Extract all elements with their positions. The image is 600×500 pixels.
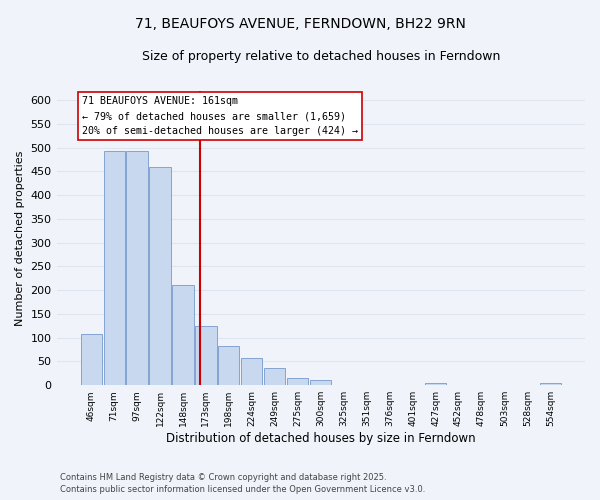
Bar xyxy=(287,378,308,385)
Bar xyxy=(310,380,331,385)
Bar xyxy=(172,286,194,385)
Bar xyxy=(540,383,561,385)
Bar xyxy=(104,151,125,385)
Bar xyxy=(149,166,170,385)
Text: 71 BEAUFOYS AVENUE: 161sqm
← 79% of detached houses are smaller (1,659)
20% of s: 71 BEAUFOYS AVENUE: 161sqm ← 79% of deta… xyxy=(82,96,358,136)
Bar xyxy=(241,358,262,385)
Y-axis label: Number of detached properties: Number of detached properties xyxy=(15,150,25,326)
Bar xyxy=(425,383,446,385)
Bar xyxy=(80,334,101,385)
Bar xyxy=(196,326,217,385)
Text: 71, BEAUFOYS AVENUE, FERNDOWN, BH22 9RN: 71, BEAUFOYS AVENUE, FERNDOWN, BH22 9RN xyxy=(134,18,466,32)
X-axis label: Distribution of detached houses by size in Ferndown: Distribution of detached houses by size … xyxy=(166,432,476,445)
Bar xyxy=(218,346,239,385)
Bar xyxy=(127,151,148,385)
Bar xyxy=(264,368,286,385)
Text: Contains HM Land Registry data © Crown copyright and database right 2025.
Contai: Contains HM Land Registry data © Crown c… xyxy=(60,473,425,494)
Title: Size of property relative to detached houses in Ferndown: Size of property relative to detached ho… xyxy=(142,50,500,63)
